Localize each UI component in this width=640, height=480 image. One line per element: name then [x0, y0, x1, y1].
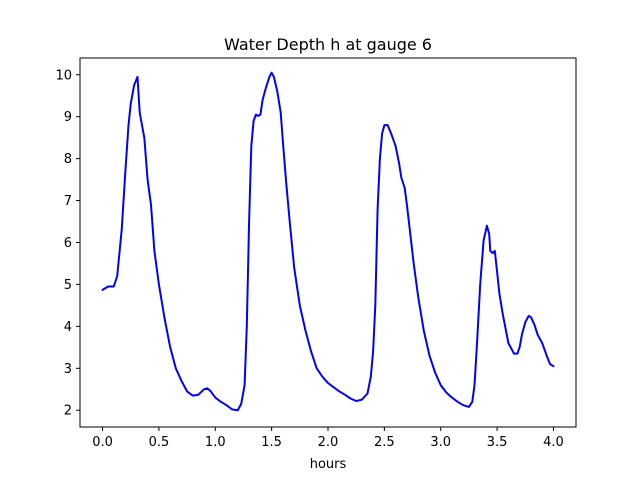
y-tick-label: 2	[64, 404, 72, 419]
y-tick-label: 5	[64, 278, 72, 293]
x-tick-label: 0.0	[92, 435, 113, 450]
x-axis-label: hours	[310, 457, 347, 472]
y-tick-label: 10	[55, 68, 72, 83]
series-line-water-depth	[101, 71, 555, 412]
y-tick-label: 9	[64, 110, 72, 125]
y-axis: 2 3 4 5 6 7 8 9 10	[55, 68, 80, 419]
x-tick-label: 1.5	[261, 435, 282, 450]
x-tick-label: 2.5	[374, 435, 395, 450]
y-tick-label: 6	[64, 236, 72, 251]
y-tick-label: 7	[64, 194, 72, 209]
chart-title: Water Depth h at gauge 6	[224, 35, 432, 54]
y-tick-label: 8	[64, 152, 72, 167]
x-tick-label: 3.0	[430, 435, 451, 450]
x-tick-label: 0.5	[149, 435, 170, 450]
x-tick-label: 3.5	[487, 435, 508, 450]
x-axis: 0.0 0.5 1.0 1.5 2.0 2.5 3.0 3.5 4.0	[92, 427, 564, 450]
y-tick-label: 4	[64, 320, 72, 335]
y-tick-label: 3	[64, 362, 72, 377]
x-tick-label: 4.0	[543, 435, 564, 450]
x-tick-label: 1.0	[205, 435, 226, 450]
x-tick-label: 2.0	[318, 435, 339, 450]
